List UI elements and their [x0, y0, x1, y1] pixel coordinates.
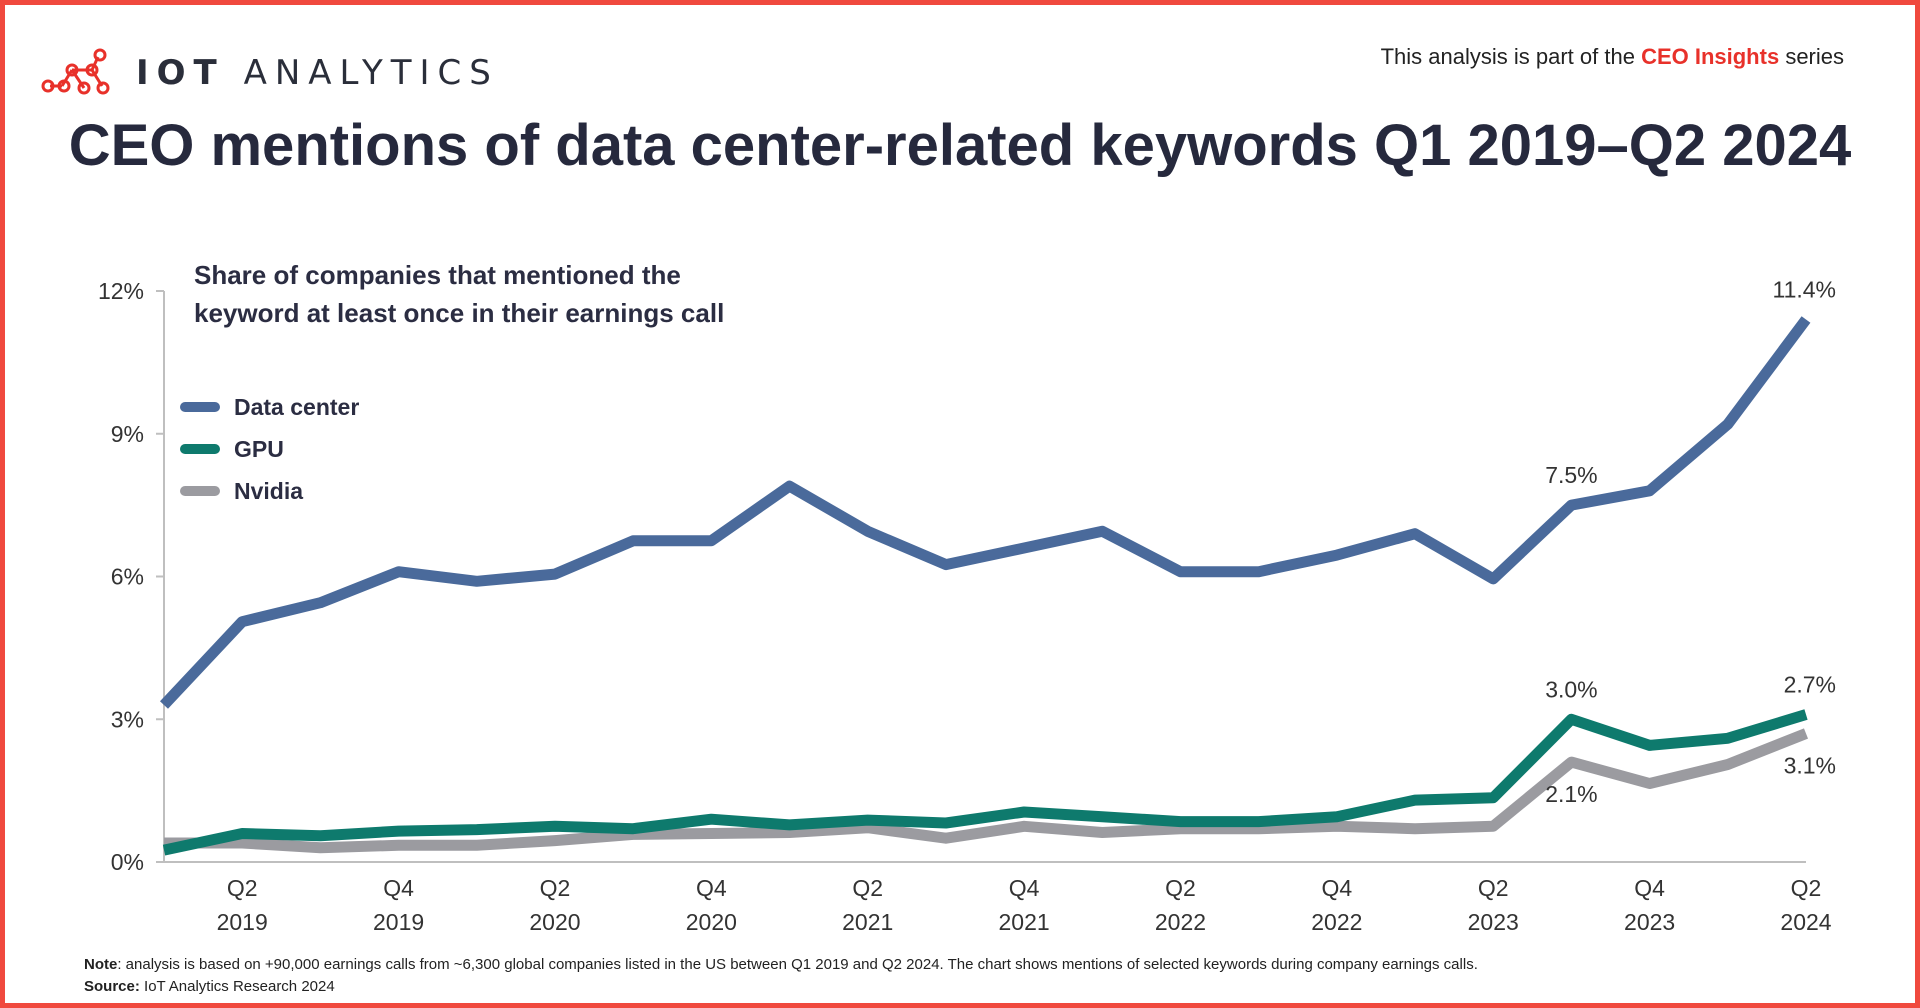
x-tick-label-year: 2023	[1624, 909, 1675, 935]
x-tick-label-year: 2023	[1468, 909, 1519, 935]
x-tick-label-year: 2020	[686, 909, 737, 935]
y-tick-label: 12%	[98, 278, 144, 304]
brand-logo: IOT ANALYTICS	[40, 48, 499, 98]
footer-source-text: IoT Analytics Research 2024	[139, 978, 335, 995]
brand-name-light: ANALYTICS	[243, 53, 499, 93]
x-tick-label-quarter: Q4	[1634, 875, 1665, 901]
footer-note-text: : analysis is based on +90,000 earnings …	[117, 956, 1478, 973]
legend-swatch-data-center	[180, 402, 220, 412]
legend-label-gpu: GPU	[234, 435, 284, 462]
chart-subtitle-line2: keyword at least once in their earnings …	[194, 298, 725, 328]
series-note-suffix: series	[1785, 44, 1844, 69]
footer-source: Source: IoT Analytics Research 2024	[84, 976, 1478, 998]
y-tick-label: 9%	[111, 421, 144, 447]
chart-footer: Note: analysis is based on +90,000 earni…	[84, 954, 1478, 998]
data-label-nvidia: 2.1%	[1545, 781, 1597, 807]
series-note-highlight[interactable]: CEO Insights	[1641, 44, 1780, 69]
legend-swatch-gpu	[180, 444, 220, 454]
footer-source-label: Source:	[84, 978, 140, 995]
series-line-nvidia	[164, 728, 1809, 854]
chart-subtitle: Share of companies that mentioned the ke…	[194, 256, 814, 332]
x-tick-label-year: 2024	[1780, 909, 1831, 935]
legend-item-gpu: GPU	[180, 428, 359, 470]
data-label-nvidia: 3.1%	[1784, 753, 1836, 779]
x-tick-label-year: 2021	[999, 909, 1050, 935]
legend-swatch-nvidia	[180, 486, 220, 496]
footer-note: Note: analysis is based on +90,000 earni…	[84, 954, 1478, 976]
data-label-gpu: 2.7%	[1784, 671, 1836, 697]
x-tick-label-year: 2019	[217, 909, 268, 935]
y-tick-label: 0%	[111, 849, 144, 875]
legend-item-nvidia: Nvidia	[180, 470, 359, 512]
series-note-prefix: This analysis is part of the	[1380, 44, 1635, 69]
brand-name-bold: IOT	[136, 53, 225, 93]
x-tick-label-quarter: Q4	[1009, 875, 1040, 901]
series-note: This analysis is part of the CEO Insight…	[1381, 44, 1844, 70]
data-label-gpu: 3.0%	[1545, 676, 1597, 702]
legend-label-data-center: Data center	[234, 393, 360, 420]
data-label-data-center: 7.5%	[1545, 462, 1597, 488]
x-tick-label-quarter: Q2	[540, 875, 571, 901]
x-tick-label-quarter: Q4	[696, 875, 727, 901]
y-tick-label: 3%	[111, 706, 144, 732]
series-line-gpu	[162, 709, 1808, 856]
legend-item-data-center: Data center	[180, 386, 359, 428]
chart-subtitle-line1: Share of companies that mentioned the	[194, 260, 681, 290]
x-tick-label-year: 2020	[529, 909, 580, 935]
x-tick-label-year: 2019	[373, 909, 424, 935]
x-tick-label-quarter: Q2	[1478, 875, 1509, 901]
x-tick-label-quarter: Q2	[1165, 875, 1196, 901]
x-tick-label-year: 2022	[1155, 909, 1206, 935]
x-tick-label-quarter: Q2	[227, 875, 258, 901]
x-tick-label-quarter: Q2	[1791, 875, 1822, 901]
brand-name: IOT ANALYTICS	[136, 53, 499, 93]
x-tick-label-year: 2021	[842, 909, 893, 935]
footer-note-label: Note	[84, 956, 118, 973]
network-nodes-icon	[41, 48, 110, 95]
x-tick-label-quarter: Q2	[852, 875, 883, 901]
chart-legend: Data center GPU Nvidia	[180, 386, 359, 512]
page-title: CEO mentions of data center-related keyw…	[68, 113, 1852, 178]
x-tick-label-quarter: Q4	[1322, 875, 1353, 901]
series-line-data-center	[159, 316, 1811, 709]
x-tick-label-year: 2022	[1311, 909, 1362, 935]
x-tick-label-quarter: Q4	[383, 875, 414, 901]
y-tick-label: 6%	[111, 564, 144, 590]
data-label-data-center: 11.4%	[1772, 277, 1836, 303]
legend-label-nvidia: Nvidia	[234, 477, 304, 504]
